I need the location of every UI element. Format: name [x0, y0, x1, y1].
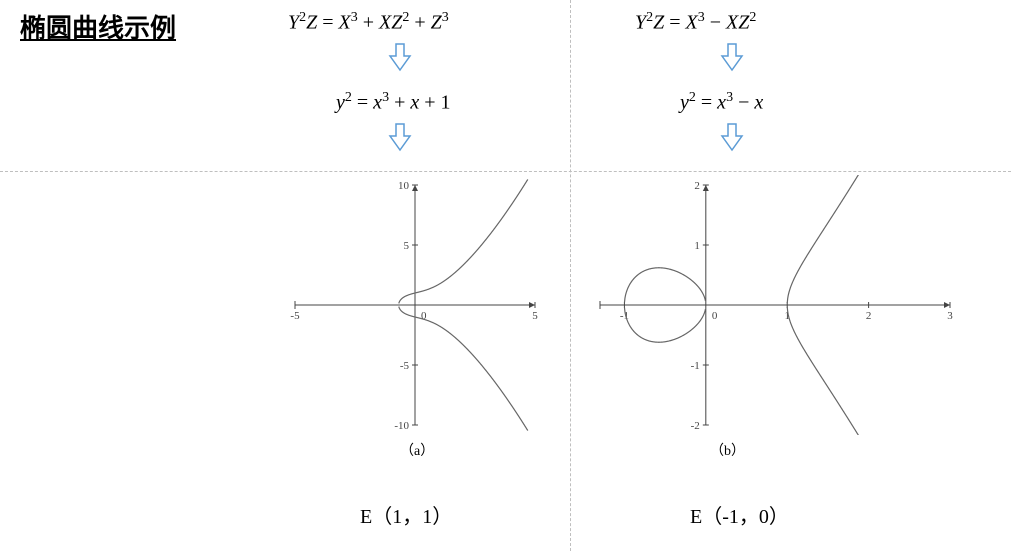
right-sub-label: （b） [710, 440, 745, 460]
svg-text:5: 5 [532, 310, 538, 322]
right-curve-chart: -1123-2-1120 [590, 175, 960, 440]
right-projective-equation: Y2Z = X3 − XZ2 [635, 10, 756, 35]
left-affine-equation: y2 = x3 + x + 1 [336, 90, 451, 115]
svg-text:5: 5 [404, 240, 410, 252]
svg-text:-1: -1 [691, 360, 700, 372]
svg-text:-10: -10 [394, 420, 409, 432]
down-arrow-icon [388, 122, 412, 152]
left-sub-label: （a） [400, 440, 434, 460]
down-arrow-icon [720, 122, 744, 152]
svg-text:10: 10 [398, 180, 410, 192]
svg-text:-5: -5 [290, 310, 300, 322]
svg-text:-2: -2 [691, 420, 700, 432]
down-arrow-icon [388, 42, 412, 72]
left-projective-equation: Y2Z = X3 + XZ2 + Z3 [288, 10, 449, 35]
svg-text:2: 2 [694, 180, 700, 192]
svg-text:0: 0 [712, 310, 718, 322]
svg-text:2: 2 [866, 310, 872, 322]
horizontal-divider [0, 171, 1011, 172]
right-caption: E（-1，0） [690, 500, 789, 529]
svg-text:1: 1 [694, 240, 700, 252]
left-curve-chart: -55-10-55100 [285, 175, 545, 440]
vertical-divider [570, 0, 571, 551]
svg-text:3: 3 [947, 310, 953, 322]
right-affine-equation: y2 = x3 − x [680, 90, 763, 115]
svg-text:-5: -5 [400, 360, 410, 372]
page-title: 椭圆曲线示例 [20, 8, 176, 45]
left-caption: E（1，1） [360, 500, 452, 529]
down-arrow-icon [720, 42, 744, 72]
